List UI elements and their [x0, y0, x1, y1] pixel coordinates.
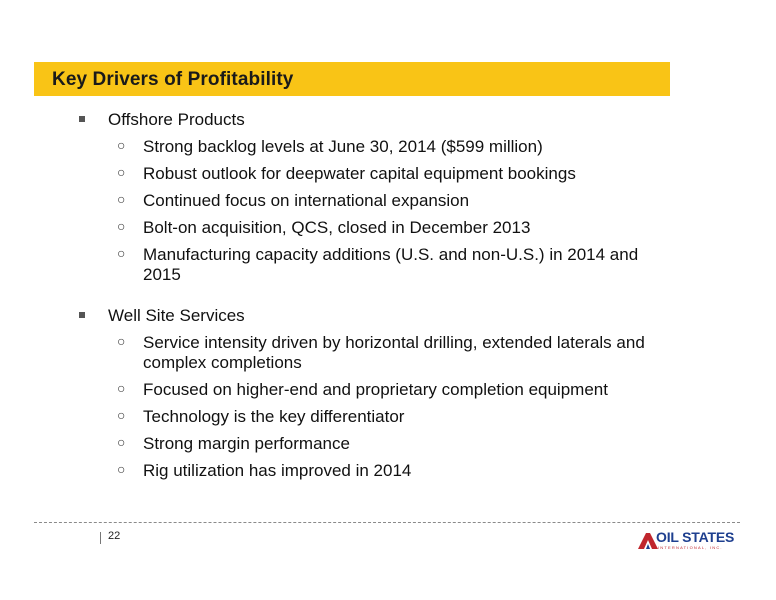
square-bullet-icon [79, 116, 85, 122]
circle-bullet-icon: ○ [117, 434, 126, 450]
circle-bullet-icon: ○ [117, 137, 126, 153]
circle-bullet-icon: ○ [117, 461, 126, 477]
circle-bullet-icon: ○ [117, 218, 126, 234]
logo-tagline: INTERNATIONAL, INC. [658, 545, 723, 550]
list-item-text: Robust outlook for deepwater capital equ… [143, 164, 576, 183]
list-item-text: Bolt-on acquisition, QCS, closed in Dece… [143, 218, 531, 237]
page-number-separator [100, 532, 101, 544]
circle-bullet-icon: ○ [117, 191, 126, 207]
footer-divider [34, 522, 740, 523]
company-logo: OIL STATES INTERNATIONAL, INC. [636, 528, 734, 552]
circle-bullet-icon: ○ [117, 164, 126, 180]
section-heading: Well Site Services [108, 306, 245, 325]
section-heading: Offshore Products [108, 110, 245, 129]
slide-title: Key Drivers of Profitability [52, 69, 294, 90]
circle-bullet-icon: ○ [117, 380, 126, 396]
circle-bullet-icon: ○ [117, 333, 126, 349]
title-bar: Key Drivers of Profitability [34, 62, 670, 96]
list-item-text: Strong margin performance [143, 434, 350, 453]
list-item-text: Focused on higher-end and proprietary co… [143, 380, 608, 399]
list-item-text: Continued focus on international expansi… [143, 191, 470, 210]
list-item-text: Manufacturing capacity additions (U.S. a… [143, 245, 639, 284]
square-bullet-icon [79, 312, 85, 318]
circle-bullet-icon: ○ [117, 407, 126, 423]
page-number: 22 [108, 530, 121, 542]
oil-drop-icon [638, 533, 658, 549]
list-item-text: Rig utilization has improved in 2014 [143, 461, 412, 480]
list-item-text: Strong backlog levels at June 30, 2014 (… [143, 137, 543, 156]
list-item-text: Technology is the key differentiator [143, 407, 405, 426]
list-item-text: Service intensity driven by horizontal d… [143, 333, 645, 372]
logo-name: OIL STATES [656, 529, 735, 545]
circle-bullet-icon: ○ [117, 245, 126, 261]
